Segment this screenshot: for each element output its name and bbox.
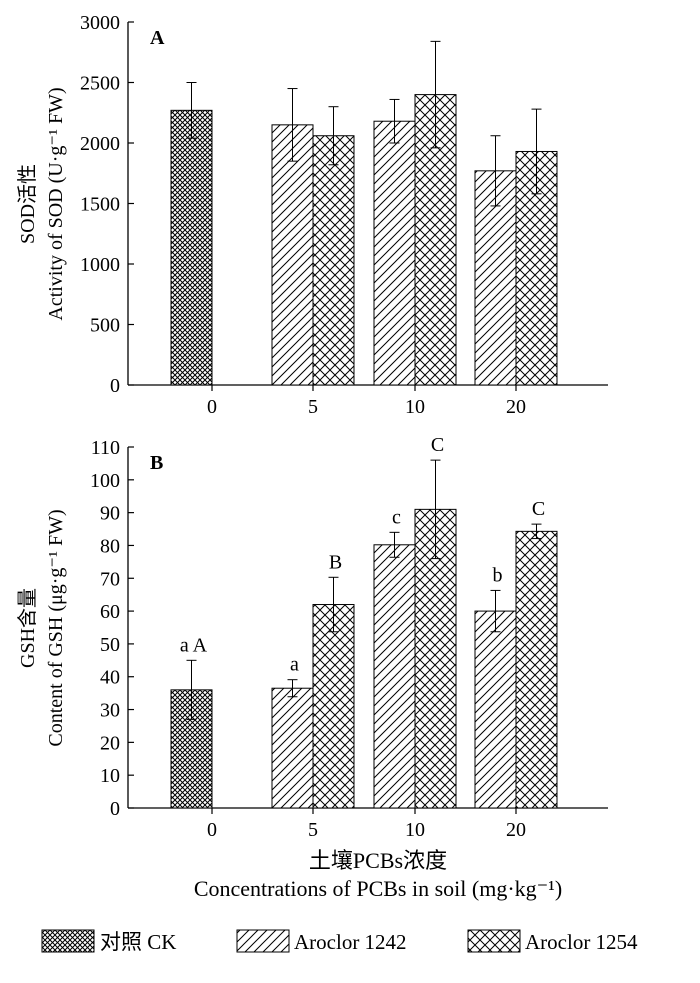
x-tick-label: 20 <box>506 819 526 841</box>
x-tick-label: 10 <box>405 396 425 418</box>
x-tick-label: 5 <box>308 819 318 841</box>
legend-label: 对照 CK <box>100 930 176 954</box>
x-tick-label: 0 <box>207 819 217 841</box>
bar <box>515 530 558 809</box>
significance-label: b <box>493 564 503 586</box>
x-tick-label: 5 <box>308 396 318 418</box>
legend-swatch <box>467 929 521 953</box>
legend-swatch <box>236 929 290 953</box>
significance-label: a <box>290 654 299 676</box>
y-tick-label: 80 <box>100 535 120 557</box>
bar <box>474 610 517 809</box>
y-axis-title-cn: SOD活性 <box>16 164 39 244</box>
panel-letter: A <box>150 27 165 49</box>
legend-swatch <box>41 929 95 953</box>
legend: 对照 CK Aroclor 1242 Aroclor 1254 <box>41 929 638 954</box>
x-tick-label: 20 <box>506 396 526 418</box>
chart-panel-b: B 0 10 20 30 40 50 60 70 80 90 100 110 0 5 10 20 GSH含量 Con… <box>16 434 608 841</box>
bar <box>312 135 355 386</box>
x-tick-label: 0 <box>207 396 217 418</box>
y-tick-label: 90 <box>100 503 120 525</box>
bar <box>271 124 314 386</box>
chart-panel-a: A 0 500 1000 1500 2000 2500 3000 0 5 10 20 SOD活性 Acti… <box>16 12 608 418</box>
x-axis-title-cn: 土壤PCBs浓度 <box>309 848 447 873</box>
y-axis-title-cn: GSH含量 <box>16 588 39 668</box>
y-tick-label: 0 <box>110 798 120 820</box>
bar <box>170 109 213 386</box>
y-axis-title-en: Activity of SOD (U·g⁻¹ FW) <box>45 87 67 320</box>
y-tick-label: 0 <box>110 375 120 397</box>
panel-letter: B <box>150 452 163 474</box>
y-tick-label: 60 <box>100 601 120 623</box>
significance-label: a A <box>180 634 208 656</box>
bar <box>271 687 314 809</box>
significance-label: B <box>329 551 342 573</box>
y-tick-label: 2000 <box>80 133 120 155</box>
y-tick-label: 2500 <box>80 73 120 95</box>
y-tick-label: 30 <box>100 700 120 722</box>
y-tick-label: 70 <box>100 568 120 590</box>
bar <box>373 544 416 809</box>
legend-label: Aroclor 1254 <box>525 930 638 954</box>
bar <box>414 508 457 809</box>
legend-label: Aroclor 1242 <box>294 930 407 954</box>
y-tick-label: 50 <box>100 634 120 656</box>
y-tick-label: 110 <box>91 437 120 459</box>
y-tick-label: 100 <box>90 470 120 492</box>
y-tick-label: 500 <box>90 315 120 337</box>
significance-label: C <box>532 498 545 520</box>
y-tick-label: 3000 <box>80 12 120 34</box>
y-tick-label: 20 <box>100 732 120 754</box>
significance-label: c <box>392 506 401 528</box>
x-axis-title-en: Concentrations of PCBs in soil (mg·kg⁻¹) <box>194 876 562 901</box>
bar <box>373 120 416 386</box>
bar <box>474 170 517 386</box>
y-tick-label: 40 <box>100 667 120 689</box>
bar <box>312 604 355 809</box>
significance-label: C <box>431 434 444 456</box>
y-axis-title-en: Content of GSH (μg·g⁻¹ FW) <box>45 509 67 746</box>
x-tick-label: 10 <box>405 819 425 841</box>
y-tick-label: 10 <box>100 765 120 787</box>
y-tick-label: 1000 <box>80 254 120 276</box>
y-tick-label: 1500 <box>80 194 120 216</box>
